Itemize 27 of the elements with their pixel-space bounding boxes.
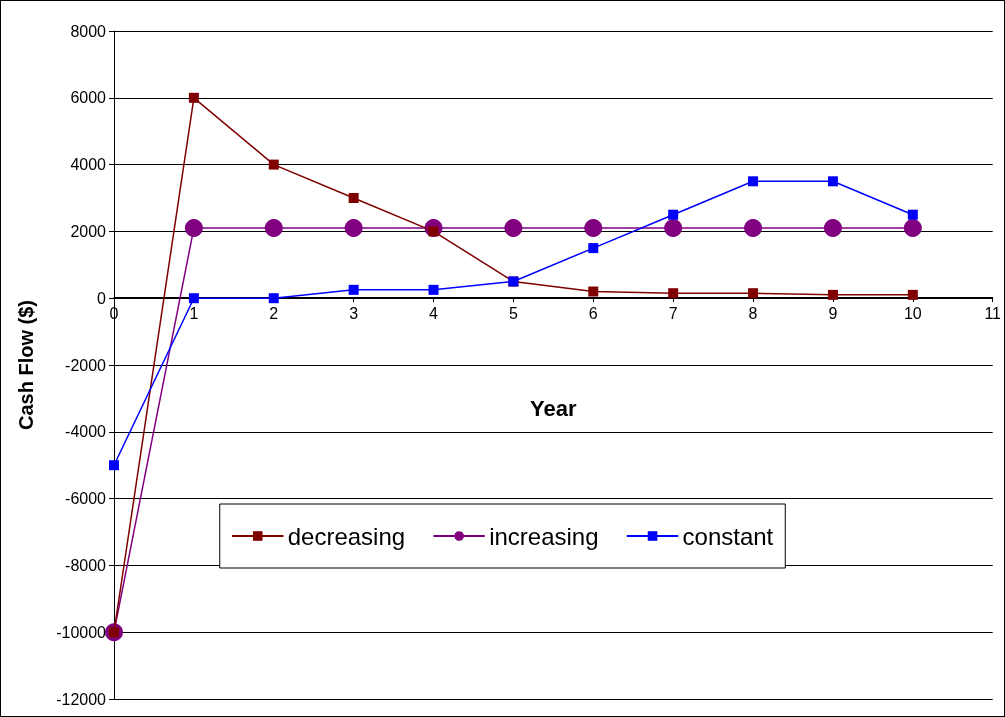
x-tick-label: 4 — [429, 304, 439, 322]
x-axis-title: Year — [530, 395, 578, 421]
y-tick-label: -6000 — [65, 490, 107, 508]
y-tick-label: 8000 — [70, 22, 107, 40]
x-tick-label: 11 — [984, 304, 1002, 322]
y-tick-label: -8000 — [65, 556, 107, 574]
x-tick-label: 10 — [903, 304, 922, 322]
legend-label: decreasing — [287, 522, 406, 550]
y-tick-label: -12000 — [56, 690, 107, 708]
x-tick-label: 3 — [349, 304, 359, 322]
x-tick-label: 8 — [748, 304, 758, 322]
x-tick-label: 7 — [668, 304, 678, 322]
x-tick-label: 9 — [828, 304, 838, 322]
y-tick-label: -10000 — [56, 623, 107, 641]
x-tick-label: 5 — [508, 304, 518, 322]
x-tick-label: 6 — [588, 304, 598, 322]
legend-label: increasing — [489, 522, 599, 550]
x-tick-label: 2 — [269, 304, 279, 322]
y-tick-label: 6000 — [70, 89, 107, 107]
y-tick-label: -4000 — [65, 423, 107, 441]
y-tick-label: -2000 — [65, 356, 107, 374]
y-tick-label: 0 — [97, 289, 107, 307]
legend-label: constant — [682, 522, 774, 550]
y-axis-title: Cash Flow ($) — [15, 299, 37, 431]
y-tick-label: 2000 — [70, 222, 107, 240]
x-tick-label: 1 — [189, 304, 199, 322]
y-tick-label: 4000 — [70, 156, 107, 174]
